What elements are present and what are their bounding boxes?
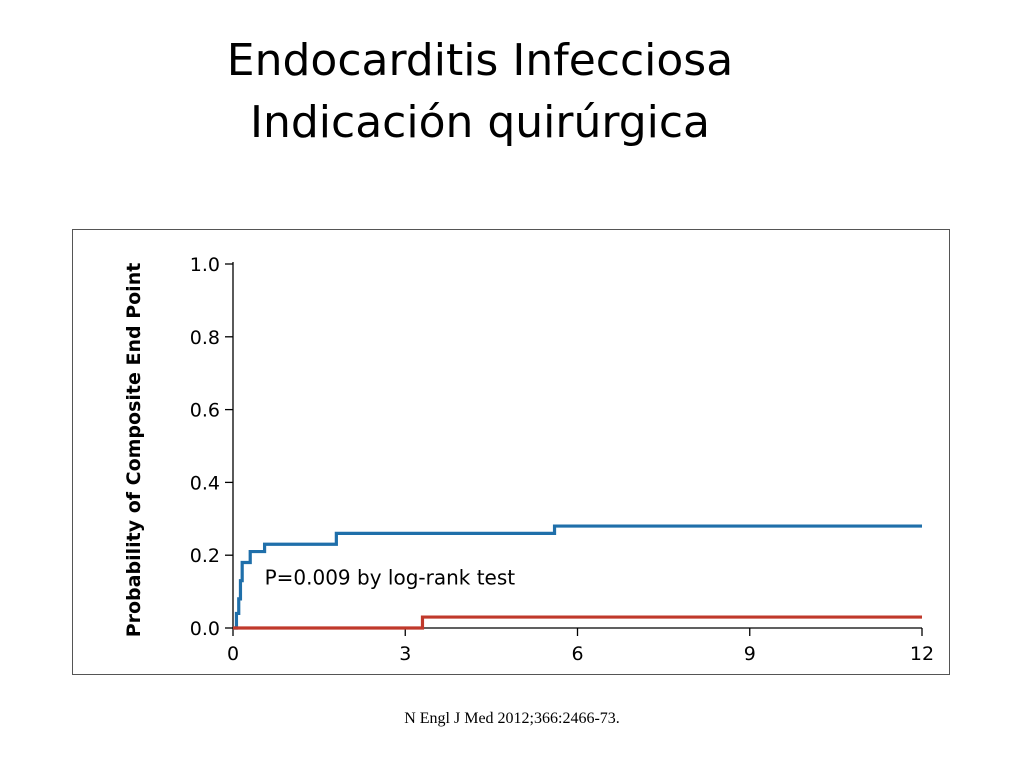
x-tick-label: 6 <box>571 643 583 665</box>
title-line-2: Indicación quirúrgica <box>249 97 711 148</box>
kaplan-meier-chart: 0.0 0.2 0.4 0.6 0.8 1.0 0 3 6 9 12 Probability of C… <box>123 254 934 665</box>
y-axis-label: Probability of Composite End Point <box>123 263 145 638</box>
x-tick-label: 9 <box>744 643 756 665</box>
chart-series <box>233 524 922 630</box>
citation: N Engl J Med 2012;366:2466-73. <box>404 710 620 727</box>
p-value-annotation: P=0.009 by log-rank test <box>265 565 516 589</box>
chart-labels: 0.0 0.2 0.4 0.6 0.8 1.0 0 3 6 9 12 Probability of C… <box>123 254 934 665</box>
y-tick-label: 1.0 <box>190 254 220 276</box>
series-line-2 <box>233 615 922 630</box>
y-tick-label: 0.4 <box>190 472 220 494</box>
title-line-1: Endocarditis Infecciosa <box>226 35 734 86</box>
slide-title: Endocarditis Infecciosa Indicación quirú… <box>0 30 960 154</box>
y-tick-label: 0.6 <box>190 400 220 422</box>
y-tick-label: 0.8 <box>190 327 220 349</box>
x-tick-label: 0 <box>227 643 239 665</box>
x-tick-label: 3 <box>399 643 411 665</box>
y-tick-label: 0.0 <box>190 618 220 640</box>
chart-figure: 0.0 0.2 0.4 0.6 0.8 1.0 0 3 6 9 12 Probability of C… <box>72 229 950 675</box>
x-tick-label: 12 <box>910 643 934 665</box>
y-tick-label: 0.2 <box>190 545 220 567</box>
series-line-1 <box>233 524 922 630</box>
